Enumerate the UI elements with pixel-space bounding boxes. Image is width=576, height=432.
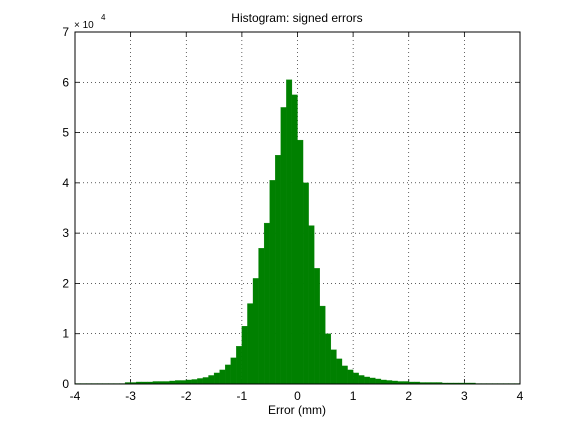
bar: [213, 372, 220, 385]
x-tick-label: -2: [181, 389, 192, 403]
bar: [386, 380, 393, 385]
bar: [364, 376, 370, 385]
bar: [191, 379, 198, 385]
bar: [269, 180, 276, 385]
x-tick-label: -4: [70, 389, 81, 403]
bar: [247, 303, 254, 385]
bar: [286, 79, 293, 385]
bar: [258, 248, 265, 385]
bar: [375, 378, 382, 385]
y-tick-label: 3: [62, 226, 69, 240]
bar: [230, 357, 237, 385]
chart-title: Histogram: signed errors: [231, 11, 362, 25]
bar: [252, 278, 259, 385]
y-tick-label: 2: [62, 276, 69, 290]
bar: [275, 155, 281, 385]
x-tick-label: 0: [294, 389, 301, 403]
bar: [174, 380, 181, 385]
x-tick-label: 4: [517, 389, 524, 403]
bar: [380, 379, 387, 385]
bar: [341, 365, 348, 385]
bar: [208, 375, 215, 385]
bar: [225, 364, 231, 385]
bar: [336, 358, 343, 385]
x-tick-label: 1: [350, 389, 357, 403]
y-exponent: 4: [101, 13, 106, 22]
x-axis-label: Error (mm): [268, 403, 326, 417]
bar: [219, 369, 226, 385]
y-tick-label: 0: [62, 377, 69, 391]
y-multiplier: × 10: [74, 20, 94, 31]
bar: [319, 305, 326, 385]
bar: [241, 326, 248, 385]
bar: [180, 380, 187, 385]
y-tick-label: 7: [62, 25, 69, 39]
x-tick-label: -3: [125, 389, 136, 403]
bar: [347, 369, 354, 385]
bar: [352, 372, 359, 385]
bar: [263, 222, 270, 385]
y-tick-label: 4: [62, 176, 69, 190]
x-tick-label: 2: [405, 389, 412, 403]
bar: [302, 182, 309, 385]
bar: [369, 377, 376, 385]
bar: [280, 107, 287, 385]
x-tick-label: -1: [237, 389, 248, 403]
x-tick-label: 3: [461, 389, 468, 403]
bar: [186, 379, 192, 385]
bar: [308, 225, 315, 385]
bar: [236, 346, 243, 385]
bar: [202, 377, 209, 385]
y-tick-label: 1: [62, 327, 69, 341]
bar: [197, 378, 204, 385]
bar: [314, 268, 320, 385]
bar: [291, 94, 298, 385]
y-tick-label: 5: [62, 126, 69, 140]
bar: [358, 375, 365, 385]
y-tick-label: 6: [62, 75, 69, 89]
bar: [330, 349, 337, 385]
bar: [297, 139, 304, 385]
axes-box: [74, 31, 521, 385]
bar: [325, 333, 332, 385]
